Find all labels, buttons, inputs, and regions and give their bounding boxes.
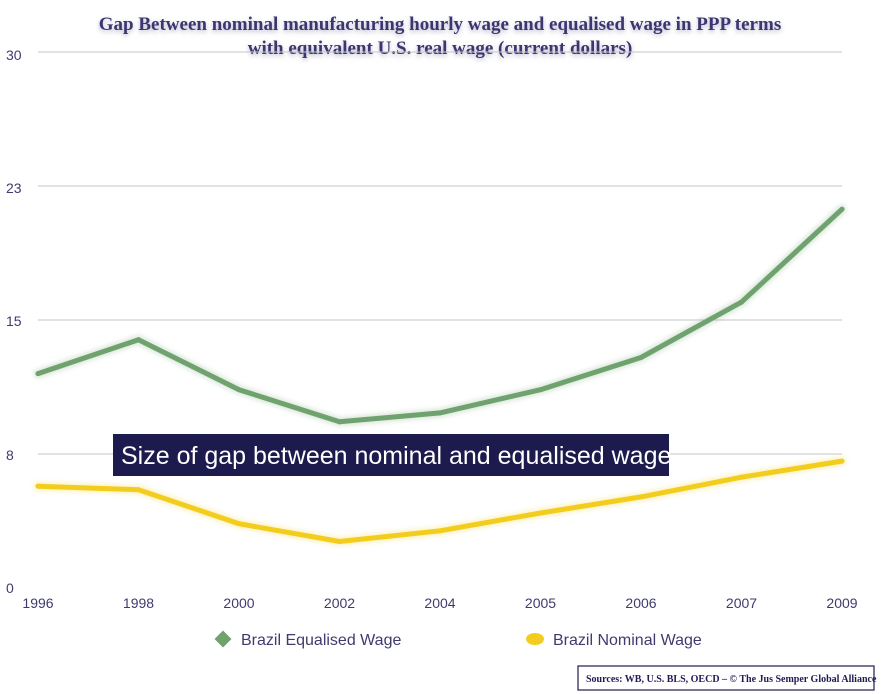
data-point-nominal bbox=[337, 539, 342, 545]
data-point-equalised bbox=[638, 355, 644, 361]
y-axis-tick-labels: 0 8 15 23 30 bbox=[6, 47, 22, 596]
legend-label-nominal: Brazil Nominal Wage bbox=[553, 632, 702, 649]
series-line-equalised bbox=[35, 206, 845, 425]
y-tick-label: 15 bbox=[6, 313, 22, 329]
gap-annotation-text: Size of gap between nominal and equalise… bbox=[121, 442, 671, 470]
grid-lines bbox=[38, 51, 842, 455]
x-tick-label: 2007 bbox=[726, 595, 757, 611]
legend-circle-icon bbox=[526, 633, 544, 645]
data-point-equalised bbox=[136, 337, 141, 343]
data-point-equalised bbox=[839, 206, 845, 212]
x-tick-label: 1998 bbox=[123, 595, 154, 611]
x-tick-label: 2009 bbox=[826, 595, 857, 611]
source-note: Sources: WB, U.S. BLS, OECD – © The Jus … bbox=[577, 665, 877, 691]
data-point-nominal bbox=[538, 510, 543, 516]
data-point-equalised bbox=[437, 410, 443, 416]
data-point-nominal bbox=[638, 494, 644, 500]
source-box bbox=[577, 665, 875, 691]
data-point-nominal bbox=[136, 487, 141, 493]
series-layer bbox=[33, 204, 847, 546]
legend-label-equalised: Brazil Equalised Wage bbox=[241, 632, 401, 649]
y-tick-label: 0 bbox=[6, 580, 14, 596]
data-point-equalised bbox=[236, 387, 242, 393]
chart-title-group: Gap Between nominal manufacturing hourly… bbox=[99, 14, 781, 61]
legend-diamond-icon bbox=[214, 630, 232, 648]
legend-item-nominal: Brazil Nominal Wage bbox=[526, 632, 702, 649]
x-tick-label: 2004 bbox=[424, 595, 455, 611]
x-tick-label: 2002 bbox=[324, 595, 355, 611]
x-tick-label: 2005 bbox=[525, 595, 556, 611]
data-point-equalised bbox=[337, 419, 342, 425]
data-point-nominal bbox=[35, 483, 41, 489]
x-tick-label: 2006 bbox=[625, 595, 656, 611]
gap-annotation: Size of gap between nominal and equalise… bbox=[113, 434, 671, 476]
chart-title-shadow: Gap Between nominal manufacturing hourly… bbox=[99, 16, 781, 37]
chart-subtitle-shadow: with equivalent U.S. real wage (current … bbox=[248, 40, 633, 61]
gap-annotation-box bbox=[113, 434, 669, 476]
y-tick-label: 30 bbox=[6, 47, 22, 63]
x-tick-label: 1996 bbox=[22, 595, 53, 611]
source-text: Sources: WB, U.S. BLS, OECD – © The Jus … bbox=[586, 674, 877, 685]
y-tick-label: 23 bbox=[6, 180, 22, 196]
data-point-nominal bbox=[739, 474, 744, 480]
y-tick-label: 8 bbox=[6, 447, 14, 463]
x-tick-label: 2000 bbox=[223, 595, 254, 611]
data-point-nominal bbox=[839, 458, 845, 464]
chart-title: Gap Between nominal manufacturing hourly… bbox=[99, 14, 781, 35]
data-point-equalised bbox=[739, 299, 744, 305]
chart-subtitle: with equivalent U.S. real wage (current … bbox=[248, 38, 633, 59]
data-point-nominal bbox=[437, 528, 443, 534]
x-axis-tick-labels: 1996 1998 2000 2002 2004 2005 2006 2007 2009 bbox=[22, 595, 857, 611]
data-point-nominal bbox=[236, 521, 242, 527]
data-point-equalised bbox=[35, 371, 41, 377]
legend-item-equalised: Brazil Equalised Wage bbox=[214, 630, 401, 649]
legend: Brazil Equalised Wage Brazil Nominal Wag… bbox=[214, 630, 702, 649]
data-point-equalised bbox=[538, 387, 543, 393]
